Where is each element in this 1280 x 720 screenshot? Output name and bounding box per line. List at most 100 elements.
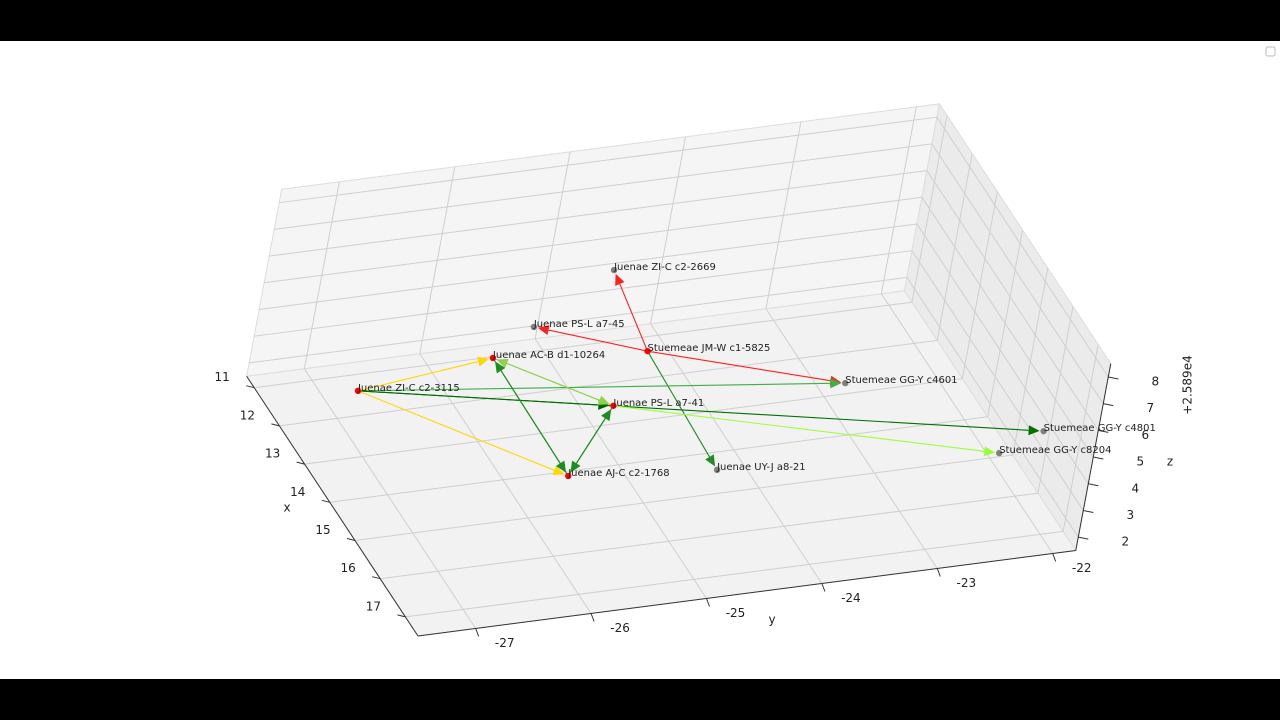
z-tick-label: 3	[1126, 508, 1134, 522]
x-tick-label: 12	[240, 408, 255, 422]
point-label: Juenae ZI-C c2-2669	[613, 262, 716, 273]
edge-line	[613, 405, 985, 452]
arrow-head	[615, 273, 625, 286]
z-tick-label: 2	[1121, 535, 1129, 549]
z-tick-label: 7	[1146, 401, 1154, 415]
grid-line	[765, 308, 938, 569]
z-tick-label: 6	[1141, 428, 1149, 442]
x-axis-label: x	[283, 501, 290, 515]
tick-mark	[271, 423, 280, 427]
edge-line	[357, 361, 479, 392]
grid-line	[249, 276, 907, 364]
point-label: Stuemeae GG-Y c4601	[845, 375, 957, 386]
edge-line	[357, 382, 831, 392]
arrow-head	[830, 378, 842, 389]
x-tick-label: 17	[366, 599, 381, 613]
tick-mark	[1083, 509, 1094, 513]
tick-mark	[936, 568, 941, 577]
point	[644, 347, 651, 355]
point	[842, 379, 849, 387]
point-label: Juenae ZI-C c2-3115	[357, 383, 460, 394]
edge-line	[647, 350, 831, 382]
z-offset-label: +2.589e4	[1181, 355, 1195, 414]
grid-line	[279, 116, 937, 204]
tick-mark	[475, 628, 480, 637]
x-axis-line	[246, 375, 419, 637]
grid-line	[906, 277, 1079, 538]
arrow-head	[495, 361, 506, 374]
arrow-head	[552, 465, 565, 475]
y-tick-label: -25	[726, 606, 746, 620]
point	[530, 323, 538, 331]
grid-line	[419, 353, 592, 614]
point-label: Juenae PS-L a7-41	[612, 398, 704, 409]
tick-mark	[296, 461, 305, 465]
x-tick-label: 11	[215, 370, 230, 384]
x-tick-label: 16	[341, 561, 356, 575]
x-tick-label: 14	[290, 485, 305, 499]
point	[354, 387, 362, 395]
tick-mark	[1078, 536, 1089, 540]
point	[713, 466, 721, 474]
point-label: Stuemeae JM-W c1-5825	[648, 343, 771, 354]
edge-line	[357, 390, 555, 471]
arrow-head	[1028, 425, 1040, 436]
grid-line	[921, 197, 1094, 458]
edge-line	[619, 283, 649, 352]
y-tick-label: -22	[1072, 561, 1092, 575]
grid-line	[916, 223, 1089, 485]
point	[996, 449, 1003, 457]
grid-line	[911, 250, 1084, 511]
z-tick-label: 4	[1131, 481, 1139, 495]
z-axis-line	[1075, 363, 1112, 551]
arrow-head	[705, 454, 716, 467]
x-tick-label: 13	[265, 447, 280, 461]
grid-line	[926, 170, 1099, 431]
point	[1040, 427, 1047, 435]
point-label: Stuemeae GG-Y c8204	[999, 445, 1111, 456]
arrow-head	[570, 460, 581, 473]
grid-line	[936, 116, 1109, 378]
edge-line	[357, 390, 1029, 431]
grid-line	[259, 223, 917, 310]
grid-line	[254, 301, 913, 389]
edge-line	[575, 405, 614, 464]
tick-mark	[397, 614, 406, 618]
arrow-head	[537, 325, 550, 335]
x-tick-label: 15	[315, 523, 330, 537]
tick-mark	[1088, 483, 1099, 487]
point-label: Juenae AC-B d1-10264	[492, 350, 605, 361]
edge-line	[647, 350, 710, 458]
edges	[357, 273, 1040, 477]
grid-line	[931, 143, 1104, 404]
z-tick-label: 5	[1136, 455, 1144, 469]
z-tick-label: 8	[1151, 374, 1159, 388]
y-tick-label: -23	[956, 576, 976, 590]
axes: 11 12 13 14 15 16 17 -27 -26 -25 -24 -23 -22 2 3 4 5 6 7 8	[215, 363, 1159, 650]
point	[489, 354, 497, 362]
grid-line	[254, 250, 912, 337]
grid-line	[269, 170, 927, 257]
tick-mark	[246, 385, 255, 389]
y-tick-label: -26	[610, 621, 630, 635]
y-axis-label: y	[768, 613, 775, 627]
point-label: Juenae UY-J a8-21	[716, 462, 806, 473]
point-label: Juenae AJ-C c2-1768	[567, 468, 669, 479]
edge-line	[500, 370, 569, 477]
grid-line	[279, 339, 938, 427]
grid-line	[354, 454, 1013, 541]
tick-mark	[1103, 403, 1114, 407]
point	[610, 266, 618, 274]
tick-mark	[1093, 456, 1104, 460]
tick-mark	[590, 613, 595, 622]
point	[565, 472, 572, 480]
grid-line	[380, 492, 1039, 580]
point	[610, 402, 617, 409]
checkbox[interactable]	[1265, 46, 1276, 57]
point-label: Juenae PS-L a7-45	[533, 319, 625, 330]
grid-line	[405, 530, 1064, 618]
points: Juenae ZI-C c2-2669 Juenae PS-L a7-45 Stue…	[354, 262, 1156, 480]
tick-mark	[321, 499, 330, 503]
